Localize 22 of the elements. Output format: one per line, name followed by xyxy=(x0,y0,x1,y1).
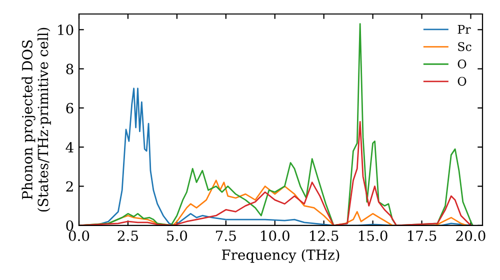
y-tick-label: 8 xyxy=(66,64,74,74)
legend-label: Pr xyxy=(458,24,471,34)
y-axis-title: Phonon projected DOS (States/THz·primitive cell) xyxy=(22,28,51,212)
y-tick-label: 2 xyxy=(66,181,73,192)
x-axis-title: Frequency (THz) xyxy=(222,249,340,263)
y-tick-label: 0 xyxy=(66,220,74,231)
legend-label: Sc xyxy=(458,42,472,52)
x-tick-label: 20.0 xyxy=(456,230,486,242)
x-tick-label: 0.0 xyxy=(68,230,90,242)
legend-label: O xyxy=(458,76,466,86)
x-tick-label: 2.5 xyxy=(118,230,138,242)
legend-label: O xyxy=(458,59,466,68)
x-tick-label: 17.5 xyxy=(408,230,436,242)
line-series xyxy=(79,120,472,226)
x-tick-label: 5.0 xyxy=(167,230,188,242)
x-tick-label: 15.0 xyxy=(359,230,388,242)
x-tick-label: 12.5 xyxy=(310,230,338,242)
x-tick-label: 10.0 xyxy=(261,230,290,242)
y-tick-label: 4 xyxy=(66,142,74,152)
x-tick-label: 7.5 xyxy=(216,230,236,242)
y-tick-label: 6 xyxy=(66,102,74,114)
y-tick-label: 10 xyxy=(58,24,74,36)
